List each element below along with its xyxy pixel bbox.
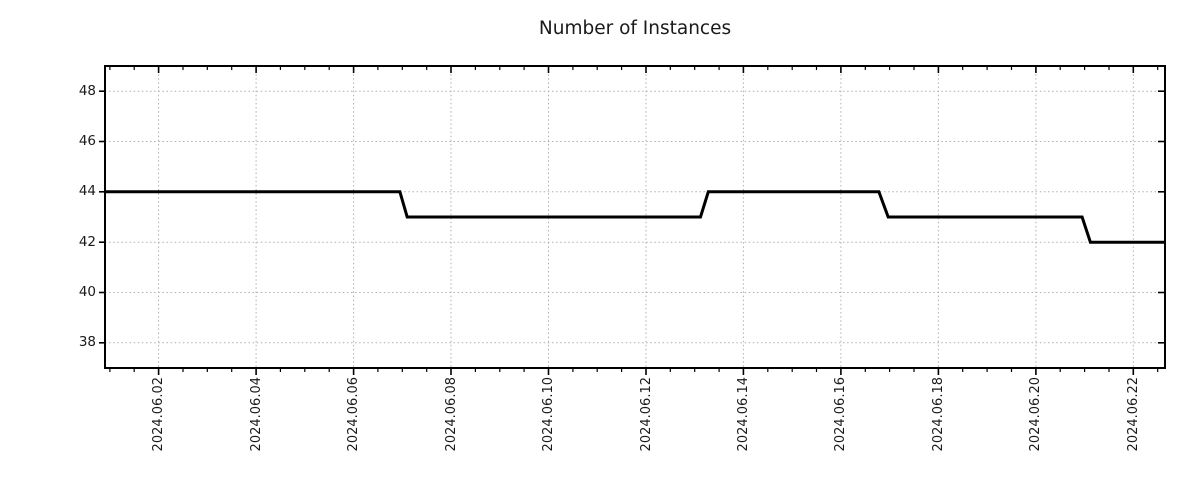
x-tick-label: 2024.06.18 (930, 377, 946, 452)
x-tick-label: 2024.06.02 (151, 377, 167, 452)
plot-border (104, 65, 1166, 369)
y-tick-label: 48 (78, 82, 96, 99)
x-tick-label: 2024.06.16 (833, 377, 849, 452)
y-tick-label: 40 (78, 284, 96, 300)
x-tick-label: 2024.06.06 (346, 377, 362, 452)
y-tick-label: 38 (78, 334, 96, 351)
x-tick-label: 2024.06.08 (443, 377, 459, 452)
x-tick-label: 2024.06.04 (248, 377, 264, 452)
series-line (105, 190, 1165, 244)
y-tick-label: 42 (78, 233, 96, 250)
x-tick-label: 2024.06.14 (735, 377, 751, 452)
x-tick-label: 2024.06.22 (1125, 377, 1141, 452)
x-tick-label: 2024.06.12 (638, 377, 654, 452)
y-tick-label: 44 (78, 183, 96, 200)
x-tick-label: 2024.06.10 (541, 377, 556, 452)
chart-title: Number of Instances (538, 18, 732, 39)
y-tick-label: 46 (78, 133, 96, 149)
x-tick-label: 2024.06.20 (1028, 377, 1044, 452)
